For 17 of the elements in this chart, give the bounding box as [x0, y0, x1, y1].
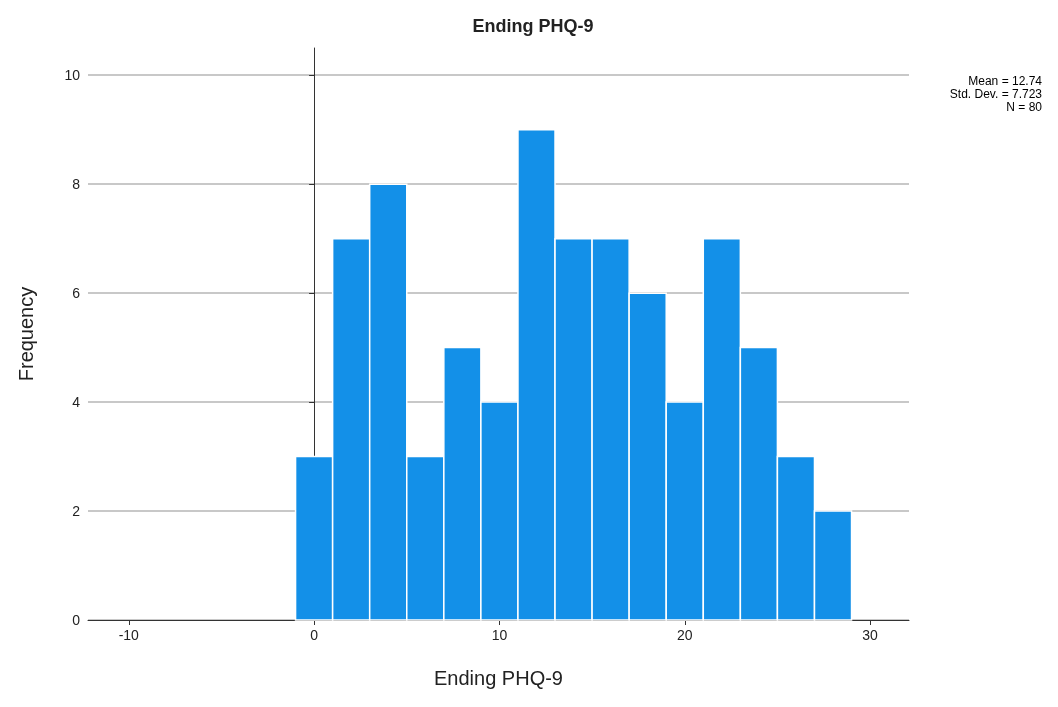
y-tick-label: 2: [72, 503, 81, 520]
text: Std. Dev. = 7.723: [949, 87, 1043, 101]
chart-title: Ending PHQ-9: [472, 16, 594, 36]
y-tick-label: 6: [72, 285, 81, 302]
x-tick-label: 20: [676, 627, 693, 643]
y-tick-label: 10: [64, 67, 81, 84]
y-tick-label: 4: [72, 394, 81, 411]
x-axis-title: Ending PHQ-9: [434, 667, 563, 689]
x-tick-label: 0: [310, 627, 319, 643]
y-tick-label: 0: [72, 612, 81, 628]
y-tick-label: 8: [72, 176, 81, 193]
x-tick-label: 30: [862, 627, 879, 643]
text: Mean = 12.74: [968, 74, 1043, 88]
text: N = 80: [1006, 100, 1043, 114]
y-axis-title: Frequency: [15, 286, 37, 382]
x-tick-label: 10: [491, 627, 508, 643]
x-tick-label: -10: [118, 627, 140, 643]
